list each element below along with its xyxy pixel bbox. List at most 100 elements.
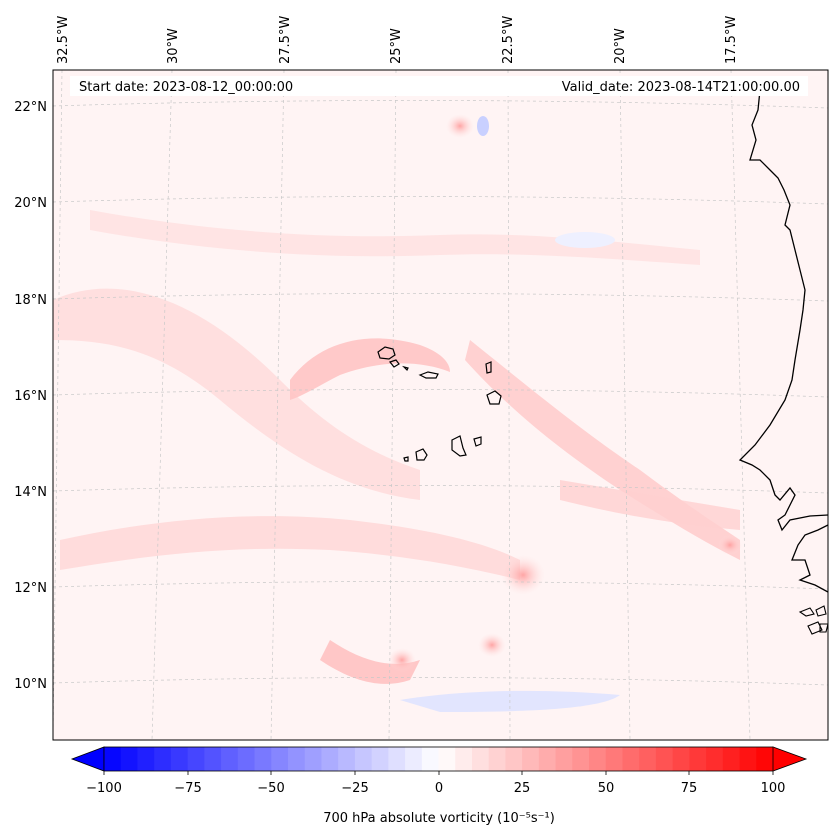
colorbar-swatch [622, 747, 640, 771]
colorbar-swatch [371, 747, 389, 771]
colorbar-swatch [421, 747, 440, 771]
island-sao-nicolau [418, 371, 439, 379]
colorbar-tick-labels: −100 −75 −50 −25 0 25 50 75 100 [86, 781, 785, 796]
colorbar-swatch [522, 747, 540, 771]
negative-vorticity-patch-north [477, 116, 489, 136]
vorticity-maximum [501, 555, 545, 595]
island-brava [403, 456, 409, 462]
vorticity-band-south [60, 516, 520, 580]
start-date-label: Start date: 2023-08-12_00:00:00 [79, 80, 293, 95]
vorticity-spot-mid [478, 633, 506, 657]
colorbar-swatch [237, 747, 256, 771]
colorbar-swatch [655, 747, 674, 771]
cbar-tick-label: 25 [514, 781, 531, 796]
vorticity-spot-north [446, 114, 474, 138]
latitude-labels: 22°N 20°N 18°N 16°N 14°N 12°N 10°N [14, 100, 47, 692]
vorticity-field [53, 114, 742, 712]
valid-date-label: Valid_date: 2023-08-14T21:00:00.00 [562, 80, 800, 95]
colorbar-swatch [170, 747, 189, 771]
colorbar-swatch [221, 747, 239, 771]
colorbar-swatch [639, 747, 657, 771]
cbar-tick-label: 0 [435, 781, 443, 796]
colorbar-swatch [722, 747, 741, 771]
vorticity-band-northwest [53, 288, 420, 500]
african-coastline-south [791, 524, 828, 593]
colorbar-extend-max [772, 746, 808, 772]
lon-label-27-5w: 27.5°W [278, 16, 293, 64]
island-fogo [415, 448, 428, 461]
lat-label-12n: 12°N [14, 581, 47, 596]
colorbar-swatch [338, 747, 356, 771]
colorbar-swatch [555, 747, 573, 771]
lat-label-16n: 16°N [14, 389, 47, 404]
lat-label-10n: 10°N [14, 677, 47, 692]
colorbar-swatch [505, 747, 523, 771]
colorbar: −100 −75 −50 −25 0 25 50 75 100 700 hPa … [70, 746, 808, 826]
lon-label-30w: 30°W [166, 28, 181, 64]
island-sao-vicente [388, 359, 400, 368]
colorbar-swatch [471, 747, 490, 771]
colorbar-swatch [706, 747, 724, 771]
lat-label-18n: 18°N [14, 293, 47, 308]
colorbar-swatch [605, 747, 624, 771]
lon-label-25w: 25°W [389, 28, 404, 64]
colorbar-swatch [405, 747, 423, 771]
african-coastline [738, 89, 828, 532]
vorticity-band-east [560, 480, 740, 530]
lat-label-20n: 20°N [14, 196, 47, 211]
colorbar-frame [103, 746, 774, 772]
lat-label-22n: 22°N [14, 100, 47, 115]
cbar-tick-label: 50 [598, 781, 615, 796]
colorbar-swatch [187, 747, 205, 771]
colorbar-swatch [438, 747, 456, 771]
colorbar-swatch [354, 747, 373, 771]
colorbar-swatch [756, 747, 774, 771]
colorbar-swatch [589, 747, 607, 771]
colorbar-swatch [672, 747, 690, 771]
colorbar-swatch [538, 747, 557, 771]
colorbar-ticks [103, 771, 774, 775]
colorbar-swatch [104, 747, 122, 771]
island-santiago [451, 435, 467, 457]
colorbar-swatch [287, 747, 306, 771]
lon-label-22-5w: 22.5°W [501, 16, 516, 64]
vorticity-spot-south [388, 648, 416, 672]
map-background [53, 70, 828, 740]
cbar-tick-label: 100 [761, 781, 786, 796]
island-boa-vista [486, 390, 502, 405]
map-frame [52, 69, 829, 741]
colorbar-swatch [154, 747, 172, 771]
lon-label-17-5w: 17.5°W [724, 16, 739, 64]
colorbar-swatch [254, 747, 272, 771]
colorbar-swatch [572, 747, 590, 771]
island-santa-luzia [402, 365, 409, 372]
negative-vorticity-patch-west [555, 232, 615, 248]
vorticity-band-southwest [320, 640, 420, 684]
longitude-labels: 32.5°W 30°W 27.5°W 25°W 22.5°W 20°W 17.5… [56, 16, 739, 64]
vorticity-spot-east [718, 535, 742, 555]
colorbar-swatch [271, 747, 289, 771]
colorbar-swatch [137, 747, 155, 771]
island-sal [485, 361, 492, 374]
colorbar-swatch [204, 747, 222, 771]
cbar-tick-label: −100 [86, 781, 122, 796]
colorbar-swatch [120, 747, 139, 771]
lat-label-14n: 14°N [14, 485, 47, 500]
colorbar-swatches [104, 747, 774, 771]
colorbar-extend-min [70, 746, 105, 772]
colorbar-swatch [321, 747, 339, 771]
island-maio [473, 436, 482, 447]
map-panel [53, 70, 828, 740]
colorbar-swatch [689, 747, 707, 771]
lon-label-32-5w: 32.5°W [56, 16, 71, 64]
colorbar-swatch [455, 747, 473, 771]
colorbar-swatch [488, 747, 507, 771]
bijagos-islands [798, 605, 828, 635]
colorbar-title: 700 hPa absolute vorticity (10⁻⁵s⁻¹) [323, 811, 555, 826]
lon-label-20w: 20°W [613, 28, 628, 64]
header-strip [70, 76, 808, 96]
graticule [53, 70, 828, 740]
vorticity-band-arc [290, 338, 450, 400]
cbar-tick-label: −50 [257, 781, 284, 796]
